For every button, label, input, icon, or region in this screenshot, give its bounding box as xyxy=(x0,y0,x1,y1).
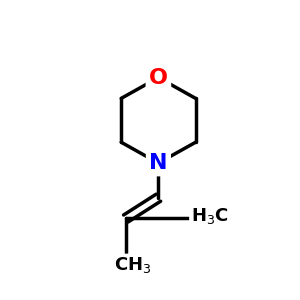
Text: CH$_3$: CH$_3$ xyxy=(114,256,152,275)
Text: O: O xyxy=(149,68,168,88)
Text: H$_3$C: H$_3$C xyxy=(191,206,229,226)
Text: N: N xyxy=(149,153,168,173)
